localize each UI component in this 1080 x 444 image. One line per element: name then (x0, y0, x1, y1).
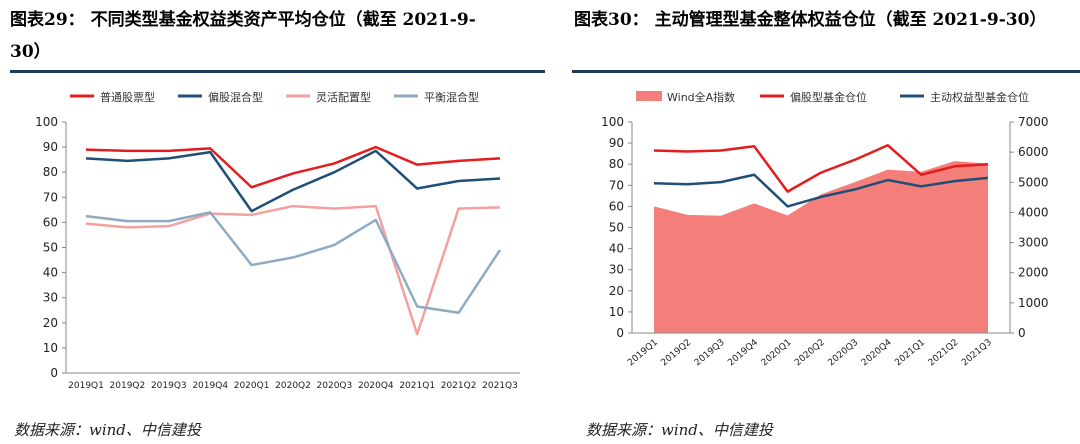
y-tick-label-right: 7000 (1018, 115, 1049, 129)
x-tick-label: 2019Q1 (626, 338, 660, 369)
x-tick-label: 2019Q4 (726, 337, 760, 368)
y-tick-label-left: 30 (609, 263, 624, 277)
y-tick-label-right: 0 (1018, 326, 1026, 340)
x-tick-label: 2020Q1 (234, 381, 270, 391)
y-tick-label: 0 (50, 366, 58, 380)
y-tick-label: 40 (43, 266, 58, 280)
left-chart: 普通股票型 偏股混合型 灵活配置型 平衡混合型 0 10 20 30 40 50 60 70 80 90 1… (35, 90, 520, 391)
y-tick-label: 20 (43, 316, 58, 330)
y-tick-label: 90 (43, 140, 58, 154)
y-tick-label: 10 (43, 341, 58, 355)
left-title-rule (10, 70, 545, 73)
legend-label: 普通股票型 (100, 90, 155, 104)
y-tick-label-left: 90 (609, 136, 624, 150)
y-tick-label-left: 10 (609, 305, 624, 319)
legend-swatch (636, 91, 662, 101)
series-line (85, 149, 501, 213)
y-tick-label-left: 0 (616, 326, 624, 340)
series-line (85, 204, 501, 336)
y-tick-label-left: 70 (609, 178, 624, 192)
series-line (85, 211, 502, 315)
y-tick-label-right: 4000 (1018, 205, 1049, 219)
y-tick-label: 30 (43, 291, 58, 305)
y-tick-label: 50 (43, 241, 58, 255)
left-chart-title: 图表29： 不同类型基金权益类资产平均仓位（截至 2021-9- 30） (10, 10, 476, 62)
x-tick-label: 2019Q3 (693, 338, 727, 369)
y-tick-label-left: 60 (609, 199, 624, 213)
left-panel: 图表29： 不同类型基金权益类资产平均仓位（截至 2021-9- 30） 普通股票… (10, 10, 545, 439)
y-tick-label: 100 (35, 115, 58, 129)
y-tick-label-right: 2000 (1018, 266, 1049, 280)
y-tick-label-left: 40 (609, 242, 624, 256)
x-tick-label: 2021Q1 (399, 381, 435, 391)
x-tick-label: 2020Q4 (358, 381, 394, 391)
x-tick-label: 2020Q3 (827, 338, 861, 369)
x-tick-label: 2020Q3 (317, 381, 353, 391)
y-tick-label: 80 (43, 165, 58, 179)
y-tick-label-left: 80 (609, 157, 624, 171)
x-tick-label: 2020Q1 (760, 338, 794, 369)
x-tick-label: 2021Q1 (893, 338, 927, 369)
y-tick-label: 70 (43, 190, 58, 204)
y-tick-label-right: 1000 (1018, 296, 1049, 310)
right-panel: 图表30： 主动管理型基金整体权益仓位（截至 2021-9-30） Wind全A… (570, 0, 1080, 444)
right-title-rule (572, 70, 1080, 73)
x-tick-label: 2020Q4 (860, 337, 894, 368)
y-tick-label-left: 20 (609, 284, 624, 298)
legend-label: 主动权益型基金仓位 (930, 90, 1029, 104)
left-source: 数据来源：wind、中信建投 (14, 421, 201, 439)
x-tick-label: 2019Q3 (151, 381, 187, 391)
x-tick-label: 2019Q4 (192, 381, 228, 391)
x-tick-label: 2021Q2 (441, 381, 477, 391)
y-tick-label: 60 (43, 215, 58, 229)
legend-label: Wind全A指数 (667, 90, 735, 104)
x-tick-label: 2020Q2 (275, 381, 311, 391)
legend-label: 偏股型基金仓位 (790, 90, 867, 104)
area-series (654, 161, 988, 333)
y-tick-label-right: 6000 (1018, 145, 1049, 159)
series-line (653, 173, 989, 208)
y-tick-label-right: 5000 (1018, 175, 1049, 189)
right-chart-title: 图表30： 主动管理型基金整体权益仓位（截至 2021-9-30） (574, 10, 1047, 30)
series-line (85, 145, 501, 189)
x-tick-label: 2021Q3 (482, 381, 518, 391)
x-tick-label: 2019Q1 (68, 381, 104, 391)
series-line (653, 143, 989, 193)
y-tick-label-right: 3000 (1018, 236, 1049, 250)
x-tick-label: 2020Q2 (793, 338, 827, 369)
x-tick-label: 2021Q2 (927, 338, 961, 369)
y-tick-label-left: 50 (609, 221, 624, 235)
x-tick-label: 2021Q3 (960, 338, 994, 369)
x-tick-label: 2019Q2 (660, 338, 694, 369)
right-source: 数据来源：wind、中信建投 (586, 421, 773, 439)
legend-label: 偏股混合型 (208, 90, 263, 104)
y-tick-label-left: 100 (601, 115, 624, 129)
legend-label: 灵活配置型 (316, 90, 371, 104)
legend-label: 平衡混合型 (424, 90, 479, 104)
x-tick-label: 2019Q2 (110, 381, 146, 391)
right-chart: Wind全A指数 偏股型基金仓位 主动权益型基金仓位 0 10 20 30 40 50 60 70 8… (601, 90, 1049, 369)
